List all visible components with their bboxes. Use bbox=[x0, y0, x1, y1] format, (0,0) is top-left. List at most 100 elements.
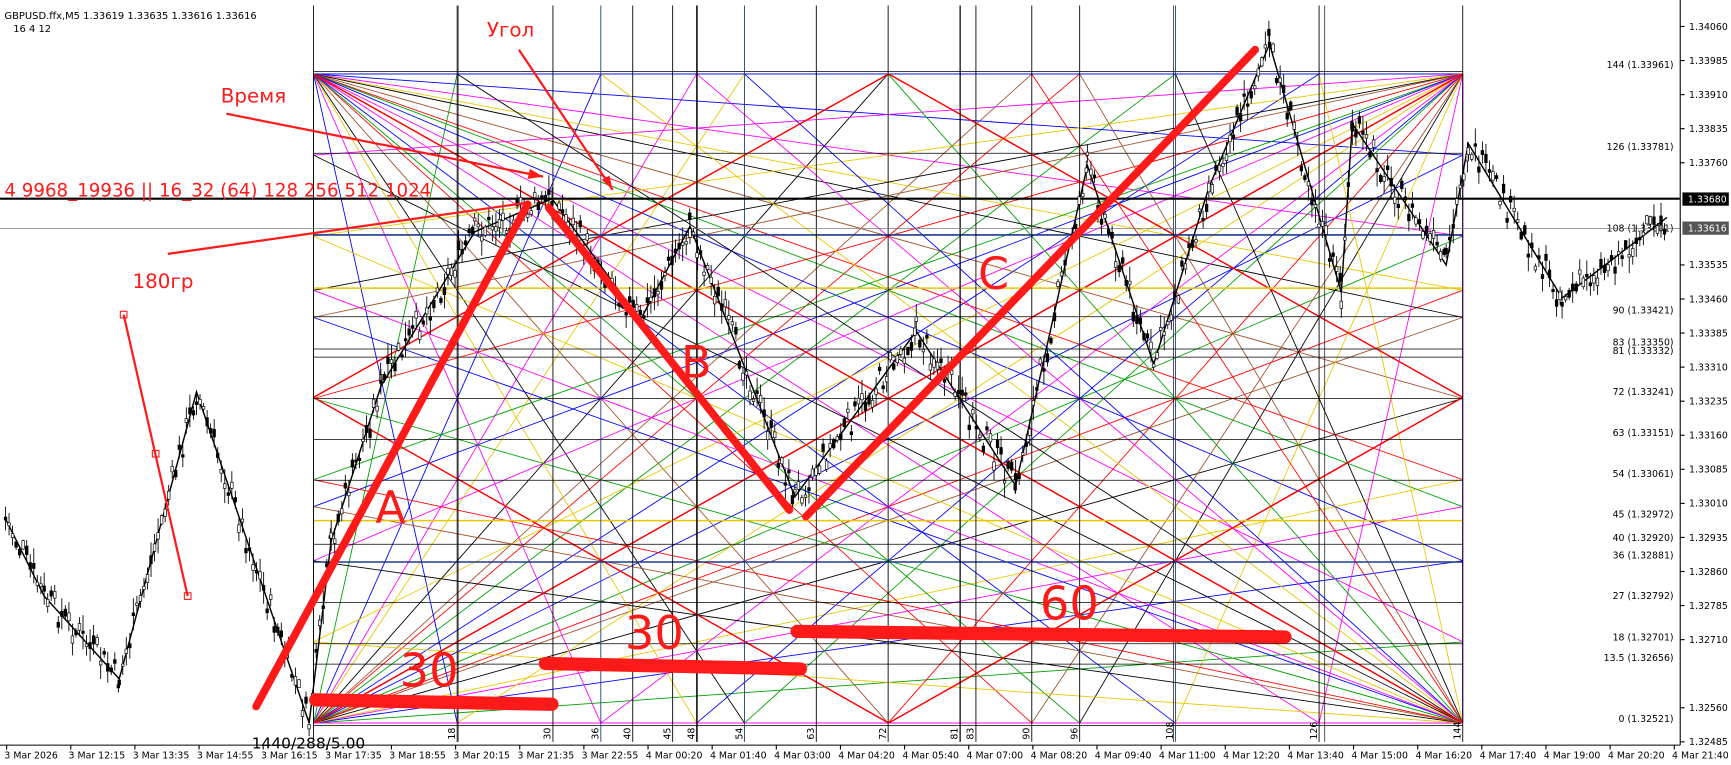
candle-body bbox=[1519, 231, 1523, 240]
candle-body bbox=[1214, 165, 1218, 171]
candle-body bbox=[1533, 265, 1538, 271]
candle-body bbox=[635, 304, 639, 312]
candle-body bbox=[1021, 452, 1025, 456]
candle-body bbox=[113, 659, 117, 664]
candle-body bbox=[1477, 166, 1481, 173]
candle-body bbox=[1389, 177, 1393, 187]
candle-body bbox=[953, 391, 957, 397]
candle-body bbox=[201, 406, 206, 410]
candle-body bbox=[796, 481, 801, 490]
candle-body bbox=[1396, 203, 1400, 209]
candle-body bbox=[1260, 57, 1264, 67]
arrow-angle bbox=[517, 49, 614, 191]
price-label: 1.32710 bbox=[1689, 635, 1728, 646]
candle-body bbox=[501, 212, 505, 221]
time-label: 4 Mar 03:00 bbox=[774, 750, 831, 761]
candle-body bbox=[145, 574, 150, 584]
candle-body bbox=[688, 228, 692, 238]
trend-segment bbox=[122, 314, 189, 597]
candle-body bbox=[1375, 168, 1379, 173]
candle-body bbox=[773, 431, 777, 439]
candle-body bbox=[874, 388, 878, 395]
candle-body bbox=[142, 586, 146, 590]
candle-body bbox=[233, 497, 238, 503]
current-price-label: 1.33616 bbox=[1688, 223, 1727, 234]
candle-body bbox=[1306, 181, 1311, 187]
bottom-number: 63 bbox=[806, 728, 817, 740]
candle-body bbox=[364, 424, 369, 433]
candle-body bbox=[578, 220, 582, 228]
bottom-number: 90 bbox=[1022, 728, 1033, 740]
candle-body bbox=[824, 460, 829, 470]
time-label: 3 Mar 17:35 bbox=[325, 750, 382, 761]
candle-body bbox=[343, 482, 347, 489]
candle-body bbox=[91, 635, 96, 645]
time-label: 4 Mar 00:20 bbox=[646, 750, 703, 761]
candle-body bbox=[1253, 85, 1257, 90]
candle-body bbox=[974, 425, 978, 430]
candle-body bbox=[814, 467, 818, 476]
candle-body bbox=[1339, 300, 1343, 309]
bottom-number: 83 bbox=[966, 728, 977, 740]
candle-body bbox=[1512, 207, 1516, 212]
candle-body bbox=[1435, 241, 1439, 246]
candle-body bbox=[1106, 228, 1111, 235]
candle-body bbox=[810, 468, 815, 478]
candle-body bbox=[272, 626, 276, 633]
candle-body bbox=[1176, 295, 1181, 304]
candle-body bbox=[1627, 254, 1631, 258]
candle-body bbox=[1544, 253, 1548, 261]
anchor bbox=[151, 449, 160, 458]
price-label: 1.33460 bbox=[1689, 294, 1728, 305]
candle-body bbox=[691, 231, 696, 236]
candle-body bbox=[1049, 337, 1053, 344]
candle-body bbox=[371, 398, 376, 408]
candle-body bbox=[666, 256, 671, 261]
candle-body bbox=[261, 584, 266, 591]
candle-body bbox=[856, 397, 861, 405]
candle-body bbox=[106, 663, 110, 672]
candle-body bbox=[860, 393, 864, 401]
candle-body bbox=[656, 291, 660, 295]
candle-body bbox=[407, 328, 411, 336]
candle-body bbox=[849, 431, 854, 436]
candle-body bbox=[28, 562, 32, 570]
candle-body bbox=[515, 197, 519, 207]
candle-body bbox=[1523, 225, 1527, 235]
candle-body bbox=[226, 492, 230, 496]
candle-body bbox=[463, 240, 468, 245]
candle-body bbox=[17, 548, 22, 556]
bottom-number: 18 bbox=[447, 728, 458, 740]
candle-body bbox=[967, 424, 971, 431]
candle-body bbox=[1378, 174, 1383, 182]
candle-body bbox=[642, 315, 646, 319]
time-label: 4 Mar 12:20 bbox=[1223, 750, 1280, 761]
candle-body bbox=[449, 267, 454, 276]
candle-body bbox=[314, 648, 318, 653]
candle-body bbox=[254, 569, 259, 574]
footer-label: 1440/288/5.00 bbox=[252, 734, 366, 752]
candle-body bbox=[276, 626, 280, 633]
time-label: 3 Mar 20:15 bbox=[453, 750, 510, 761]
candle-body bbox=[84, 643, 89, 648]
level-label: 144 (1.33961) bbox=[1607, 60, 1674, 71]
anchor bbox=[183, 592, 192, 600]
candle-body bbox=[418, 330, 422, 340]
price-label: 1.33235 bbox=[1689, 396, 1728, 407]
candle-body bbox=[456, 240, 461, 250]
candle-body bbox=[730, 321, 735, 326]
price-label: 1.32935 bbox=[1689, 533, 1728, 544]
candle-body bbox=[1494, 175, 1499, 180]
candle-body bbox=[251, 564, 255, 571]
candle-body bbox=[1246, 103, 1250, 107]
time-label: 4 Mar 09:40 bbox=[1095, 750, 1152, 761]
candle-body bbox=[138, 595, 143, 602]
candle-body bbox=[63, 608, 68, 617]
candle-body bbox=[846, 408, 850, 413]
candle-body bbox=[1099, 218, 1104, 225]
candle-body bbox=[421, 320, 425, 325]
candle-body bbox=[428, 316, 432, 321]
candle-body bbox=[1042, 368, 1046, 372]
price-marker bbox=[1682, 221, 1729, 235]
candle-body bbox=[981, 445, 986, 453]
